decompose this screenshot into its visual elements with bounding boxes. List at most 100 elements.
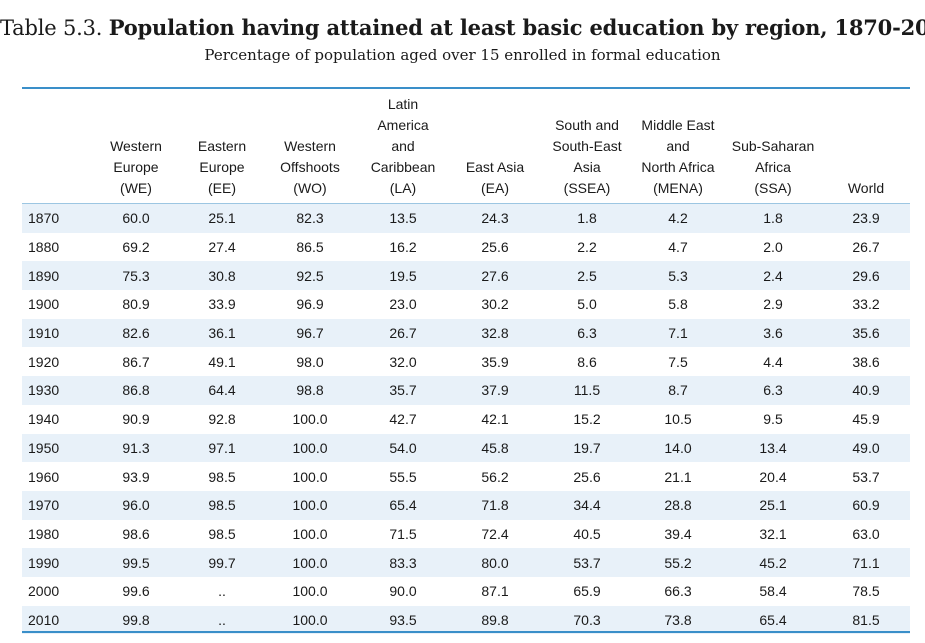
column-header: Western Offshoots (WO) [262,89,358,204]
value-cell: 21.1 [664,468,692,485]
value-cell: 54.0 [358,433,448,463]
table-subtitle: Percentage of population aged over 15 en… [204,46,721,64]
value-cell: 65.9 [573,583,601,600]
value-cell: 36.1 [182,318,262,348]
column-header-line: (SSEA) [563,180,611,196]
value-cell: 99.8 [90,605,182,635]
year-cell: 1890 [22,261,90,291]
value-cell: 82.3 [262,203,358,233]
column-header-line: and [666,138,690,154]
value-cell: 64.4 [182,376,262,405]
column-header: East Asia (EA) [448,89,542,204]
value-cell: 25.6 [481,239,509,256]
value-cell: 25.1 [182,203,262,233]
value-cell: 93.5 [358,605,448,635]
column-header-line: Europe [113,159,159,175]
value-cell: 73.8 [632,605,724,635]
table-row: 1950 91.3 97.1 100.0 54.0 45.8 19.7 14.0 13.4 49.… [22,433,910,463]
table-title: Table 5.3. Population having attained at… [0,14,925,42]
value-cell: 97.1 [182,433,262,463]
value-cell: 65.4 [724,605,822,635]
year-cell: 1970 [22,490,90,520]
column-header-line: Eastern [197,138,247,154]
column-header-line: (EE) [208,180,236,196]
value-cell: 99.5 [90,548,182,577]
value-cell: 37.9 [448,376,542,405]
value-cell: 83.3 [358,548,448,577]
value-cell: 96.9 [296,296,324,313]
value-cell: 92.8 [208,411,236,428]
value-cell: 55.2 [632,548,724,577]
table-row: 1900 80.9 33.9 96.9 23.0 30.2 5.0 5.8 2.9 33.2 [22,290,910,319]
column-header-line: (SSA) [754,180,792,196]
value-cell: 1.8 [542,203,632,233]
value-cell: 9.5 [763,411,783,428]
value-cell: 5.8 [668,296,688,313]
value-cell: 100.0 [262,548,358,577]
value-cell: 19.7 [542,433,632,463]
table-row: 1890 75.3 30.8 92.5 19.5 27.6 2.5 5.3 2.4 29.6 [22,261,910,291]
value-cell: .. [182,605,262,635]
value-cell: 5.3 [632,261,724,291]
value-cell: 58.4 [759,583,787,600]
table-row: 1930 86.8 64.4 98.8 35.7 37.9 11.5 8.7 6.3 40.9 [22,376,910,405]
year-cell: 1950 [22,433,90,463]
value-cell: 13.4 [724,433,822,463]
value-cell: 42.7 [389,411,417,428]
column-header-line: South and [555,117,619,133]
value-cell: 49.0 [822,433,910,463]
education-table: Western Europe (WE) Eastern Europe (EE) Wester… [22,89,910,635]
column-header-line: Middle East [641,117,715,133]
value-cell: 32.8 [448,318,542,348]
value-cell: 99.6 [122,583,150,600]
value-cell: 92.5 [262,261,358,291]
table-row: 1980 98.6 98.5 100.0 71.5 72.4 40.5 39.4 32.1 63.… [22,520,910,549]
column-header: Middle East and North Africa (MENA) [632,89,724,204]
value-cell: 100.0 [262,433,358,463]
value-cell: 86.8 [90,376,182,405]
bottom-rule [22,631,910,633]
year-cell: 1920 [28,353,60,370]
value-cell: 100.0 [262,605,358,635]
value-cell: 30.8 [182,261,262,291]
value-cell: 4.4 [763,353,783,370]
year-cell: 1930 [22,376,90,405]
table-number: Table 5.3. [0,16,103,40]
value-cell: 29.6 [822,261,910,291]
column-header: Western Europe (WE) [90,89,182,204]
value-cell: 80.0 [448,548,542,577]
value-cell: 3.6 [724,318,822,348]
value-cell: 87.1 [481,583,509,600]
value-cell: 32.1 [759,525,787,542]
column-header: South and South-East Asia (SSEA) [542,89,632,204]
value-cell: 14.0 [632,433,724,463]
year-column-header [22,89,90,204]
table-row: 1960 93.9 98.5 100.0 55.5 56.2 25.6 21.1 20.4 53.… [22,462,910,491]
column-header: World [822,89,910,204]
column-header-line: Latin [387,96,419,112]
column-header-line: Asia [573,159,601,175]
year-cell: 1980 [28,525,60,542]
column-header-line: Europe [199,159,245,175]
value-cell: 2.9 [763,296,783,313]
value-cell: 7.5 [668,353,688,370]
value-cell: 1.8 [724,203,822,233]
year-cell: 2000 [28,583,60,600]
value-cell: 8.6 [577,353,597,370]
value-cell: 32.0 [389,353,417,370]
value-cell: 19.5 [358,261,448,291]
value-cell: 2.0 [763,239,783,256]
column-header: Sub-Saharan Africa (SSA) [724,89,822,204]
year-cell: 1940 [28,411,60,428]
value-cell: 27.4 [208,239,236,256]
value-cell: 82.6 [90,318,182,348]
value-cell: 25.6 [573,468,601,485]
value-cell: 90.0 [389,583,417,600]
year-cell: 2010 [22,605,90,635]
value-cell: 98.6 [122,525,150,542]
value-cell: 93.9 [122,468,150,485]
value-cell: 27.6 [448,261,542,291]
value-cell: 2.2 [577,239,597,256]
table-title-text: Population having attained at least basi… [108,15,925,40]
value-cell: 72.4 [481,525,509,542]
